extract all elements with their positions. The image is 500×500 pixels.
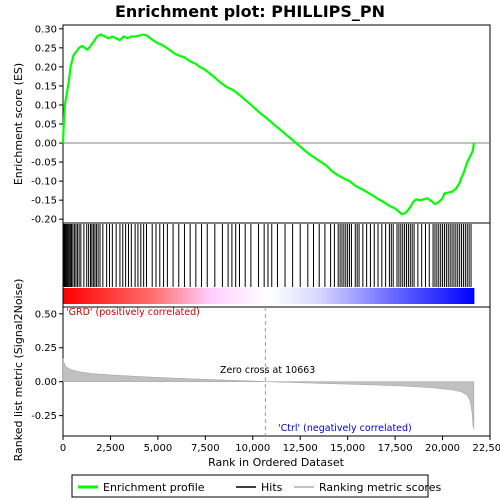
metric-y-tick-label: -0.25: [31, 411, 57, 422]
x-axis: 0 2,500 5,000 7,500 10,000 12,500 15,000 17,500…: [60, 436, 500, 454]
negative-correlation-label: 'Ctrl' (negatively correlated): [278, 423, 412, 434]
es-y-tick-label: -0.15: [31, 196, 57, 207]
positive-correlation-label: 'GRD' (positively correlated): [66, 307, 200, 318]
es-axis-label: Enrichment score (ES): [12, 63, 25, 185]
legend: Enrichment profile Hits Ranking metric s…: [71, 474, 441, 498]
legend-enrichment-label: Enrichment profile: [103, 481, 205, 494]
es-y-tick-label: 0.15: [35, 81, 57, 92]
x-tick-label: 22,500: [473, 443, 500, 454]
es-y-tick-label: -0.20: [31, 215, 57, 226]
es-y-tick-label: 0.25: [35, 43, 57, 54]
x-tick-label: 7,500: [191, 443, 220, 454]
legend-frame: [71, 474, 429, 498]
legend-metric-label: Ranking metric scores: [319, 481, 441, 494]
x-tick-label: 10,000: [235, 443, 270, 454]
metric-axis-label: Ranked list metric (Signal2Noise): [12, 279, 25, 462]
zero-cross-label: Zero cross at 10663: [220, 365, 315, 376]
metric-y-tick-label: 0.25: [35, 343, 57, 354]
es-y-tick-label: 0.20: [35, 62, 57, 73]
metric-panel: 0.50 0.25 0.00 -0.25: [31, 307, 475, 436]
es-y-tick-label: 0.00: [35, 139, 57, 150]
es-panel: 0.30 0.25 0.20 0.15 0.10 0.05 0.00 -0.05 -0.10 -0…: [31, 24, 490, 226]
rank-heatmap-bar: [63, 288, 475, 304]
x-axis-label: Rank in Ordered Dataset: [208, 456, 345, 469]
x-tick-label: 17,500: [378, 443, 413, 454]
enrichment-profile-line: [61, 33, 475, 216]
x-tick-label: 2,500: [96, 443, 125, 454]
es-y-tick-label: 0.30: [35, 24, 57, 35]
es-y-tick-label: -0.05: [31, 158, 57, 169]
x-tick-label: 12,500: [283, 443, 318, 454]
x-tick-label: 15,000: [330, 443, 365, 454]
es-y-tick-label: 0.05: [35, 120, 57, 131]
metric-y-tick-label: 0.50: [35, 309, 57, 320]
chart-title: Enrichment plot: PHILLIPS_PN: [115, 2, 385, 21]
x-tick-label: 20,000: [425, 443, 460, 454]
x-tick-label: 5,000: [144, 443, 173, 454]
es-y-tick-label: 0.10: [35, 100, 57, 111]
metric-y-tick-label: 0.00: [35, 377, 57, 388]
es-y-tick-label: -0.10: [31, 177, 57, 188]
legend-hits-label: Hits: [261, 481, 283, 494]
hits-panel: [62, 224, 475, 304]
es-panel-frame: [62, 24, 491, 224]
ranking-metric-area: [62, 358, 475, 430]
x-tick-label: 0: [60, 443, 66, 454]
